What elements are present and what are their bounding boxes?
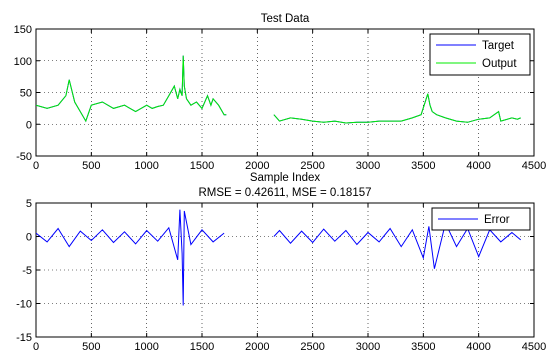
chart-title: Test Data (261, 13, 310, 25)
x-tick-label: 1000 (134, 341, 158, 353)
x-tick-label: 2500 (300, 160, 324, 172)
x-tick-label: 1500 (190, 341, 214, 353)
x-tick-label: 500 (82, 160, 100, 172)
chart-title: RMSE = 0.42611, MSE = 0.18157 (198, 187, 371, 199)
x-tick-label: 2000 (245, 341, 269, 353)
y-tick-label: -5 (22, 265, 32, 277)
legend: Error (432, 208, 530, 230)
x-tick-label: 0 (33, 160, 39, 172)
x-tick-label: 3500 (411, 160, 435, 172)
legend-label-target: Target (482, 40, 515, 52)
y-tick-label: -10 (16, 299, 32, 311)
legend: Target Output (430, 34, 530, 75)
y-tick-label: 5 (26, 198, 32, 210)
x-tick-label: 2500 (300, 341, 324, 353)
x-tick-label: 0 (33, 341, 39, 353)
y-tick-label: 0 (26, 232, 32, 244)
legend-label-error: Error (484, 214, 510, 226)
x-tick-label: 4000 (466, 341, 490, 353)
y-tick-label: -50 (16, 151, 32, 163)
x-tick-label: 4500 (522, 160, 546, 172)
x-tick-label: 4000 (466, 160, 490, 172)
legend-label-output: Output (482, 58, 517, 70)
x-tick-label: 4500 (522, 341, 546, 353)
x-tick-label: 1500 (190, 160, 214, 172)
chart-1: 0 500 1000 1500 2000 2500 3000 3500 4000 4500-500… (14, 13, 547, 184)
x-tick-label: 3000 (356, 160, 380, 172)
y-tick-label: -15 (16, 332, 32, 344)
x-tick-label: 1000 (134, 160, 158, 172)
y-tick-label: 50 (20, 88, 32, 100)
x-tick-label: 500 (82, 341, 100, 353)
chart-2: 0 500 1000 1500 2000 2500 3000 3500 4000 4500 -15 -… (16, 187, 546, 353)
x-axis-label: Sample Index (250, 172, 321, 184)
x-tick-label: 2000 (245, 160, 269, 172)
x-tick-label: 3000 (356, 341, 380, 353)
x-tick-label: 3500 (411, 341, 435, 353)
y-tick-label: 150 (14, 24, 32, 36)
y-tick-label: 100 (14, 56, 32, 68)
y-tick-label: 0 (26, 119, 32, 131)
